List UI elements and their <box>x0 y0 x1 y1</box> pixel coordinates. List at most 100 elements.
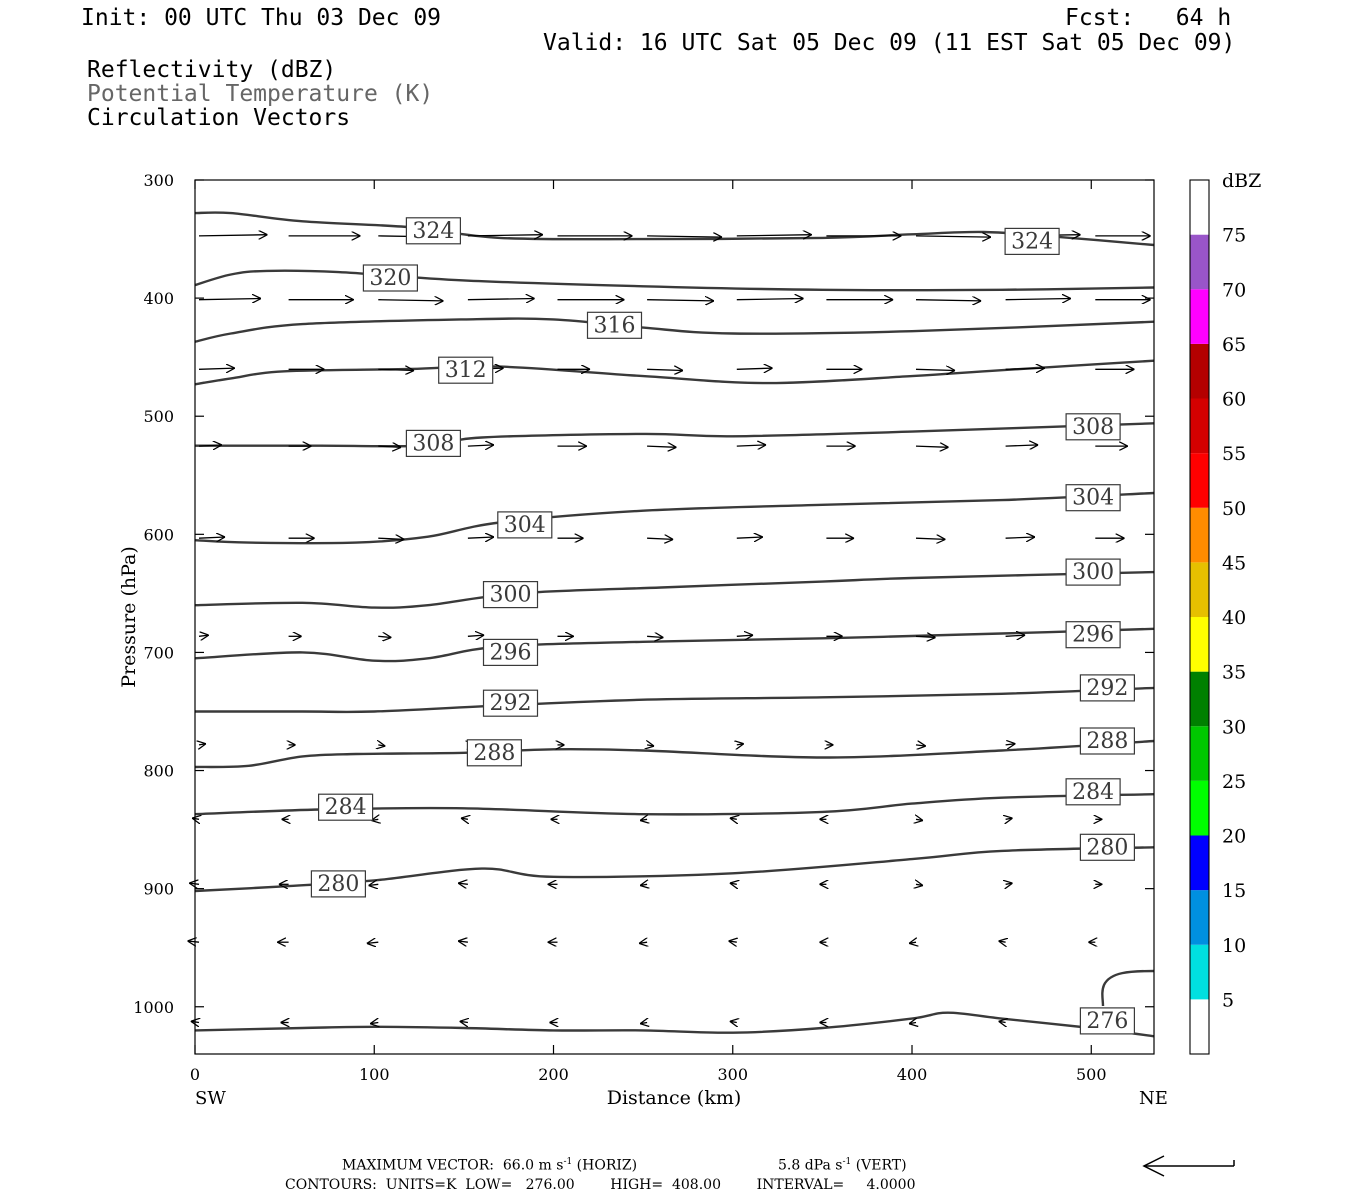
circulation-vector <box>460 1021 468 1022</box>
contour-label-316: 316 <box>586 311 643 339</box>
colorbar-title: dBZ <box>1222 170 1261 192</box>
contour-label-300: 300 <box>1065 558 1121 586</box>
circulation-vector <box>915 300 981 301</box>
theta-contour-312 <box>194 359 1155 386</box>
circulation-vector <box>647 369 683 370</box>
x-tick-label: 100 <box>359 1065 390 1084</box>
circulation-vector <box>736 445 766 446</box>
contour-label-288: 288 <box>466 739 522 767</box>
contour-label-box <box>1079 727 1136 755</box>
contour-label-296: 296 <box>1065 621 1121 649</box>
contour-label-text: 288 <box>473 741 515 766</box>
circulation-vector <box>198 635 209 636</box>
contour-label-box <box>482 580 539 609</box>
colorbar-bin <box>1190 617 1209 672</box>
circulation-vector <box>736 537 763 538</box>
contour-label-box <box>586 311 643 339</box>
circulation-vector <box>458 941 468 942</box>
contour-label-text: 304 <box>1072 486 1114 511</box>
contour-label-text: 292 <box>1086 676 1128 701</box>
contour-label-box <box>310 870 366 898</box>
circulation-vector <box>639 942 647 943</box>
max-vector-horiz-value: 66.0 <box>502 1157 535 1174</box>
circulation-vector <box>467 235 543 236</box>
theta-contour-324 <box>194 211 1155 247</box>
circulation-vector <box>640 884 647 885</box>
circulation-vector <box>647 236 722 237</box>
colorbar-tick-label: 5 <box>1222 989 1234 1011</box>
colorbar-tick-label: 10 <box>1222 935 1246 957</box>
circulation-vector <box>378 446 401 447</box>
circulation-vector <box>909 1023 916 1024</box>
circulation-vector <box>999 941 1006 942</box>
contour-label-324: 324 <box>405 217 461 245</box>
colorbar-bin <box>1190 890 1209 945</box>
contour-label-284: 284 <box>1065 778 1121 806</box>
colorbar-bin <box>1190 671 1209 727</box>
contour-label-box <box>1065 558 1121 586</box>
colorbar-tick-label: 20 <box>1222 826 1246 848</box>
contour-label-text: 312 <box>445 358 487 383</box>
colorbar-tick-label: 55 <box>1222 443 1246 465</box>
x-axis-label: Distance (km) <box>607 1087 742 1109</box>
circulation-vector <box>198 537 225 538</box>
contour-label-box <box>1079 833 1136 861</box>
circulation-vector <box>730 1021 737 1022</box>
plot-frame <box>194 179 1155 1055</box>
contour-label-304: 304 <box>1065 484 1121 512</box>
circulation-vector <box>198 299 261 300</box>
contour-label-box <box>482 689 539 717</box>
colorbar-bin <box>1190 343 1209 399</box>
colorbar-bin <box>1190 562 1209 618</box>
contour-label-296: 296 <box>482 638 539 667</box>
colorbar-tick-label: 25 <box>1222 771 1246 793</box>
colorbar-bin <box>1190 944 1209 1000</box>
contour-label-308: 308 <box>1065 413 1121 441</box>
circulation-vector <box>1005 368 1045 369</box>
max-vector-horiz-tag: (HORIZ) <box>576 1157 638 1174</box>
contour-label-text: 280 <box>1086 835 1128 860</box>
contour-label-box <box>1065 413 1121 441</box>
circulation-vector <box>189 883 200 884</box>
colorbar-bin <box>1190 780 1209 836</box>
colorbar-bin <box>1190 835 1209 891</box>
circulation-vector <box>378 369 414 370</box>
reference-vector-arrow <box>1142 1155 1235 1177</box>
contour-label-box <box>497 511 553 539</box>
circulation-vector <box>730 818 737 819</box>
colorbar-bin <box>1190 289 1209 344</box>
contour-label-box <box>1065 484 1121 512</box>
max-vector-vert-exponent: -1 <box>842 1157 852 1167</box>
contour-label-308: 308 <box>405 429 461 457</box>
circulation-vector <box>640 1023 647 1024</box>
contour-label-284: 284 <box>318 793 374 821</box>
contour-label-box <box>438 356 494 384</box>
contour-label-box <box>1065 621 1121 649</box>
max-vector-horiz-unit: m s <box>538 1157 564 1174</box>
colorbar-tick-label: 75 <box>1222 225 1246 247</box>
max-vector-horiz-exponent: -1 <box>563 1157 573 1167</box>
colorbar-bin <box>1190 453 1209 508</box>
circulation-vector <box>378 745 385 746</box>
colorbar-tick-label: 65 <box>1222 334 1246 356</box>
circulation-vector <box>1006 883 1013 884</box>
colorbar-tick-label: 30 <box>1222 716 1246 738</box>
circulation-vector <box>736 299 804 300</box>
contours-info-line: CONTOURS: UNITS=K LOW= 276.00 HIGH= 408.… <box>285 1177 916 1193</box>
contour-label-text: 276 <box>1086 1009 1128 1034</box>
circulation-vector <box>467 299 535 300</box>
init-time-label: Init: 00 UTC Thu 03 Dec 09 <box>81 5 442 31</box>
y-tick-label: 800 <box>143 762 174 781</box>
contour-label-text: 284 <box>1072 780 1114 805</box>
colorbar-tick-label: 40 <box>1222 607 1246 629</box>
contour-label-box <box>405 217 461 245</box>
contour-label-324: 324 <box>1004 227 1060 255</box>
colorbar-bin <box>1190 398 1209 454</box>
circulation-vector <box>1005 299 1071 300</box>
contour-label-text: 324 <box>1011 229 1053 254</box>
field-label-potential-temperature: Potential Temperature (K) <box>87 81 434 107</box>
circulation-vector <box>378 636 391 637</box>
y-axis-label: Pressure (hPa) <box>118 546 140 688</box>
circulation-vector <box>640 819 647 820</box>
theta-contour-320 <box>194 269 1155 292</box>
